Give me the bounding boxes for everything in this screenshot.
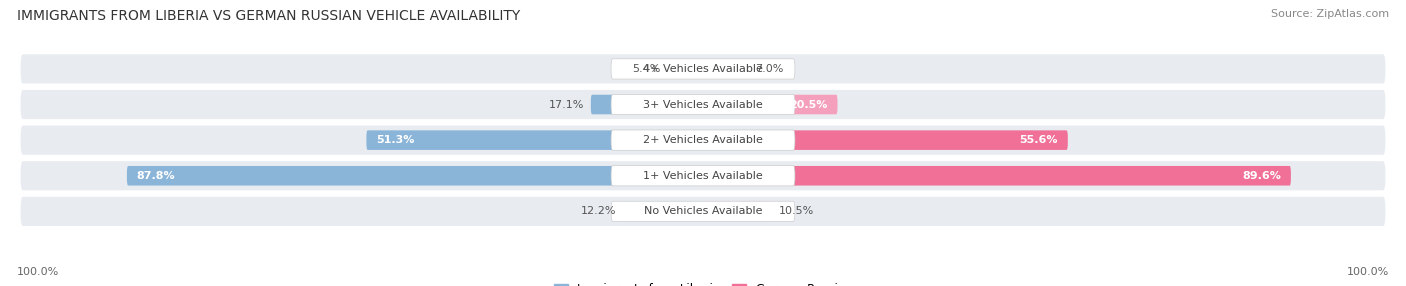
FancyBboxPatch shape — [612, 166, 794, 186]
Text: 4+ Vehicles Available: 4+ Vehicles Available — [643, 64, 763, 74]
Text: 7.0%: 7.0% — [755, 64, 785, 74]
FancyBboxPatch shape — [21, 54, 1385, 84]
Text: 12.2%: 12.2% — [581, 206, 616, 217]
Text: 55.6%: 55.6% — [1019, 135, 1057, 145]
FancyBboxPatch shape — [591, 95, 703, 114]
Legend: Immigrants from Liberia, German Russian: Immigrants from Liberia, German Russian — [548, 278, 858, 286]
FancyBboxPatch shape — [21, 90, 1385, 119]
Text: IMMIGRANTS FROM LIBERIA VS GERMAN RUSSIAN VEHICLE AVAILABILITY: IMMIGRANTS FROM LIBERIA VS GERMAN RUSSIA… — [17, 9, 520, 23]
FancyBboxPatch shape — [612, 59, 794, 79]
Text: 1+ Vehicles Available: 1+ Vehicles Available — [643, 171, 763, 181]
FancyBboxPatch shape — [612, 94, 794, 115]
Text: 51.3%: 51.3% — [377, 135, 415, 145]
Text: No Vehicles Available: No Vehicles Available — [644, 206, 762, 217]
FancyBboxPatch shape — [127, 166, 703, 186]
FancyBboxPatch shape — [703, 95, 838, 114]
FancyBboxPatch shape — [703, 59, 749, 79]
FancyBboxPatch shape — [623, 202, 703, 221]
Text: 89.6%: 89.6% — [1241, 171, 1281, 181]
FancyBboxPatch shape — [21, 161, 1385, 190]
Text: 2+ Vehicles Available: 2+ Vehicles Available — [643, 135, 763, 145]
Text: 5.4%: 5.4% — [633, 64, 661, 74]
FancyBboxPatch shape — [612, 201, 794, 222]
Text: 100.0%: 100.0% — [1347, 267, 1389, 277]
Text: 20.5%: 20.5% — [789, 100, 828, 110]
FancyBboxPatch shape — [668, 59, 703, 79]
Text: 87.8%: 87.8% — [136, 171, 176, 181]
FancyBboxPatch shape — [703, 166, 1291, 186]
FancyBboxPatch shape — [703, 130, 1067, 150]
FancyBboxPatch shape — [612, 130, 794, 150]
Text: 10.5%: 10.5% — [779, 206, 814, 217]
FancyBboxPatch shape — [21, 197, 1385, 226]
FancyBboxPatch shape — [703, 202, 772, 221]
Text: 100.0%: 100.0% — [17, 267, 59, 277]
Text: 17.1%: 17.1% — [548, 100, 585, 110]
FancyBboxPatch shape — [367, 130, 703, 150]
FancyBboxPatch shape — [21, 126, 1385, 155]
Text: Source: ZipAtlas.com: Source: ZipAtlas.com — [1271, 9, 1389, 19]
Text: 3+ Vehicles Available: 3+ Vehicles Available — [643, 100, 763, 110]
